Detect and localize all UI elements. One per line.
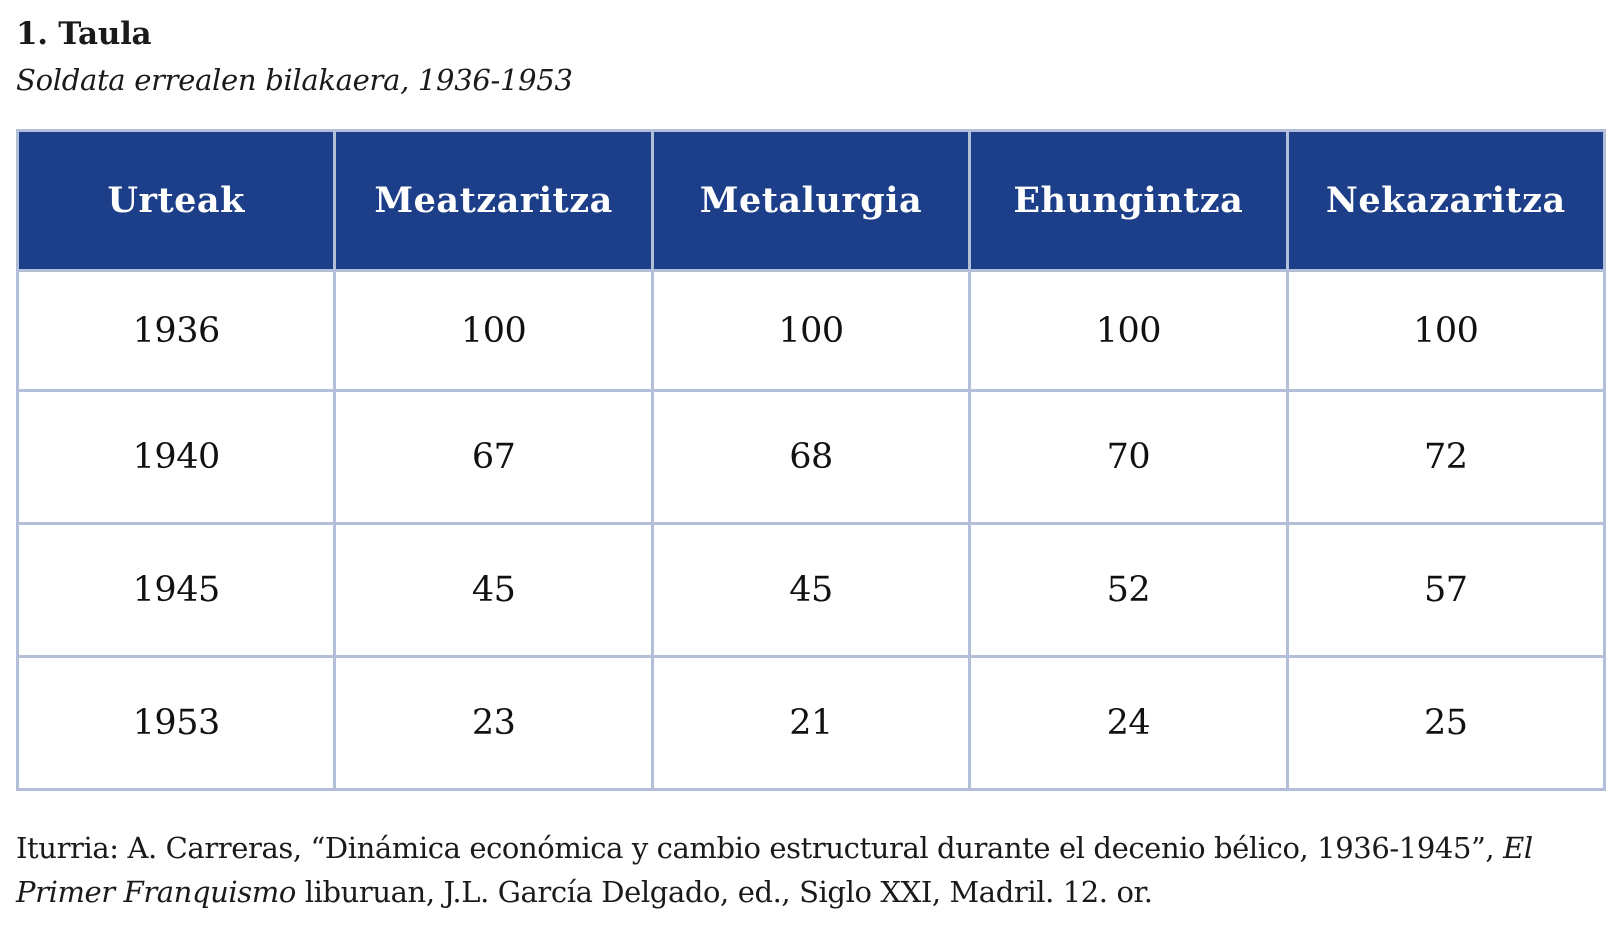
table-cell: 68 [650, 389, 972, 525]
table-cell: 21 [650, 655, 972, 791]
table-cell: 72 [1285, 389, 1607, 525]
table-cell: 67 [333, 389, 654, 525]
table-cell-year: 1945 [15, 522, 337, 658]
table-subtitle: Soldata errealen bilakaera, 1936-1953 [16, 63, 573, 97]
wages-table: Urteak Meatzaritza Metalurgia Ehungintza… [15, 129, 1607, 791]
table-cell-year: 1940 [15, 389, 337, 525]
header-cell-metallurgy: Metalurgia [650, 129, 972, 272]
table-cell: 70 [968, 389, 1289, 525]
table-cell-year: 1953 [15, 655, 337, 791]
header-cell-textile: Ehungintza [968, 129, 1289, 272]
table-cell: 100 [1285, 269, 1607, 392]
table-cell: 100 [968, 269, 1289, 392]
table-row: 1936 100 100 100 100 [15, 269, 1607, 392]
table-title: 1. Taula [16, 16, 152, 52]
table-cell: 100 [333, 269, 654, 392]
table-row: 1945 45 45 52 57 [15, 522, 1607, 658]
table-cell: 52 [968, 522, 1289, 658]
source-book-title: El Primer Franquismo [16, 831, 1533, 909]
table-header-row: Urteak Meatzaritza Metalurgia Ehungintza… [15, 129, 1607, 272]
header-cell-mining: Meatzaritza [333, 129, 654, 272]
header-cell-agriculture: Nekazaritza [1285, 129, 1607, 272]
table-cell: 45 [333, 522, 654, 658]
table-cell: 23 [333, 655, 654, 791]
table-row: 1953 23 21 24 25 [15, 655, 1607, 791]
table-cell-year: 1936 [15, 269, 337, 392]
table-cell: 57 [1285, 522, 1607, 658]
table-cell: 100 [650, 269, 972, 392]
header-cell-years: Urteak [15, 129, 337, 272]
table-cell: 25 [1285, 655, 1607, 791]
table-cell: 45 [650, 522, 972, 658]
table-row: 1940 67 68 70 72 [15, 389, 1607, 525]
source-note-prefix: Iturria: A. Carreras, “Dinámica económic… [16, 831, 1504, 865]
table-cell: 24 [968, 655, 1289, 791]
source-note: Iturria: A. Carreras, “Dinámica económic… [16, 826, 1608, 914]
source-note-suffix: liburuan, J.L. García Delgado, ed., Sigl… [295, 875, 1153, 909]
